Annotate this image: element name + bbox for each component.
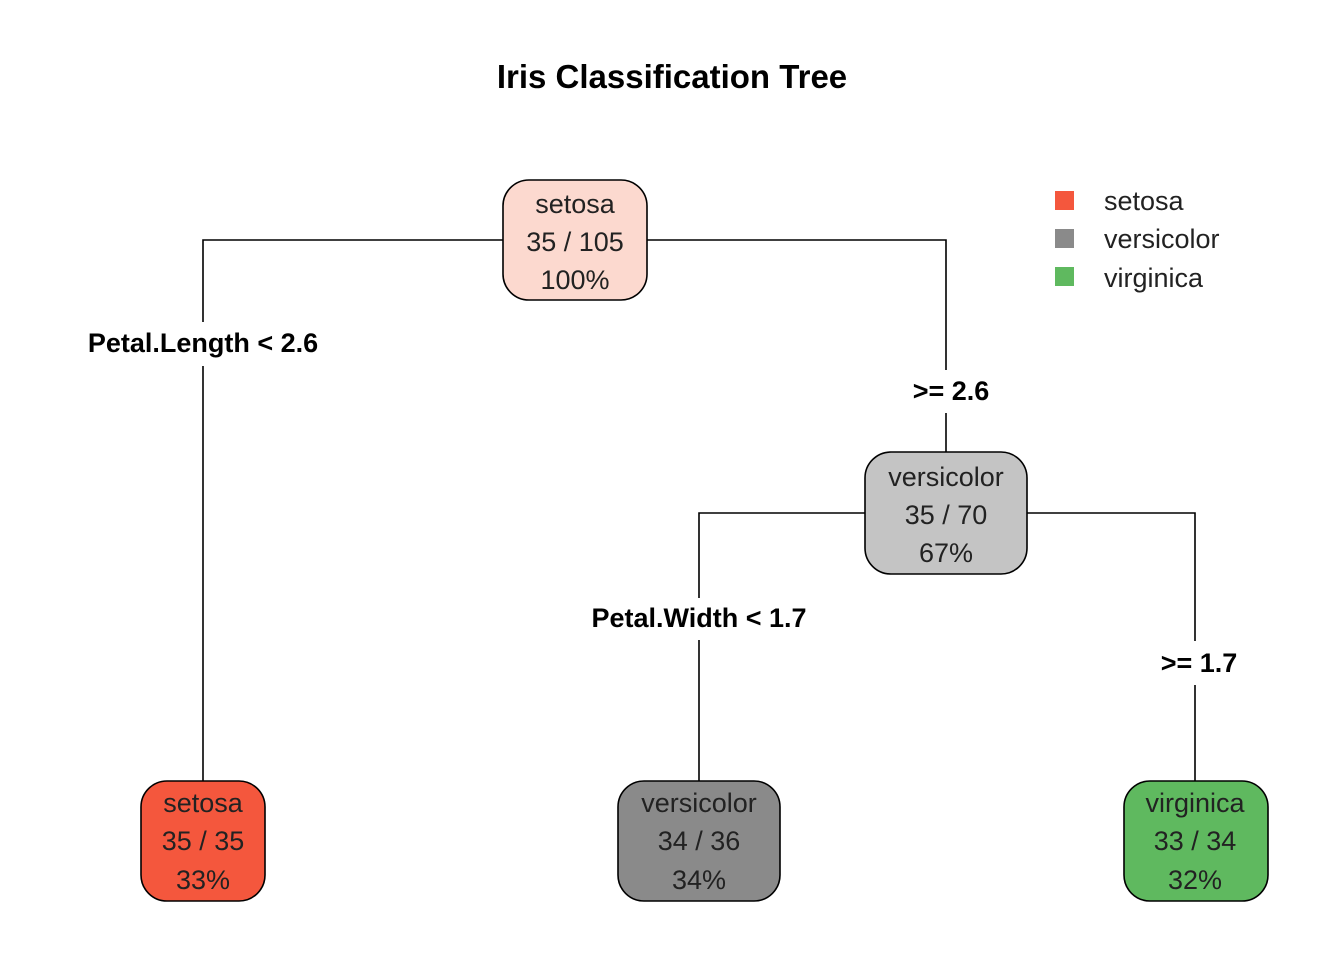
node-inner-percent: 67%	[919, 538, 973, 568]
node-root-box	[502, 179, 648, 301]
edge-root-left	[202, 239, 503, 322]
node-root-class: setosa	[535, 189, 616, 219]
node-leaf-virginica-box	[1123, 780, 1269, 902]
legend: setosa versicolor virginica	[1055, 186, 1220, 293]
edge-inner-right	[1027, 512, 1196, 641]
node-leaf-versicolor: versicolor 34 / 36 34%	[617, 780, 781, 902]
legend-swatch-setosa	[1055, 191, 1074, 210]
edge-inner-left	[698, 512, 865, 598]
node-leaf-versicolor-box	[617, 780, 781, 902]
node-leaf-versicolor-percent: 34%	[672, 865, 726, 895]
split-label-inner-left: Petal.Width < 1.7	[591, 603, 806, 633]
node-root-percent: 100%	[540, 265, 609, 295]
node-leaf-versicolor-class: versicolor	[641, 788, 757, 818]
legend-swatch-versicolor	[1055, 229, 1074, 248]
node-inner: versicolor 35 / 70 67%	[864, 451, 1028, 575]
legend-label-setosa: setosa	[1104, 186, 1185, 216]
node-leaf-setosa-percent: 33%	[176, 865, 230, 895]
edge-root-right	[647, 239, 947, 370]
tree-edges	[202, 239, 1196, 783]
split-label-root-right: >= 2.6	[913, 376, 990, 406]
node-root-counts: 35 / 105	[526, 227, 624, 257]
node-leaf-versicolor-counts: 34 / 36	[658, 826, 741, 856]
node-leaf-virginica: virginica 33 / 34 32%	[1123, 780, 1269, 902]
legend-label-virginica: virginica	[1104, 263, 1204, 293]
node-inner-box	[864, 451, 1028, 575]
split-label-root-left: Petal.Length < 2.6	[88, 328, 318, 358]
node-inner-counts: 35 / 70	[905, 500, 988, 530]
node-leaf-virginica-percent: 32%	[1168, 865, 1222, 895]
legend-label-versicolor: versicolor	[1104, 224, 1220, 254]
diagram-title: Iris Classification Tree	[496, 58, 848, 95]
node-root: setosa 35 / 105 100%	[502, 179, 648, 301]
node-leaf-setosa: setosa 35 / 35 33%	[140, 780, 266, 902]
node-leaf-setosa-box	[140, 780, 266, 902]
split-label-inner-right: >= 1.7	[1161, 648, 1238, 678]
node-leaf-setosa-counts: 35 / 35	[162, 826, 245, 856]
node-inner-class: versicolor	[888, 462, 1004, 492]
node-leaf-setosa-class: setosa	[163, 788, 244, 818]
legend-swatch-virginica	[1055, 267, 1074, 286]
node-leaf-virginica-class: virginica	[1145, 788, 1245, 818]
node-leaf-virginica-counts: 33 / 34	[1154, 826, 1237, 856]
